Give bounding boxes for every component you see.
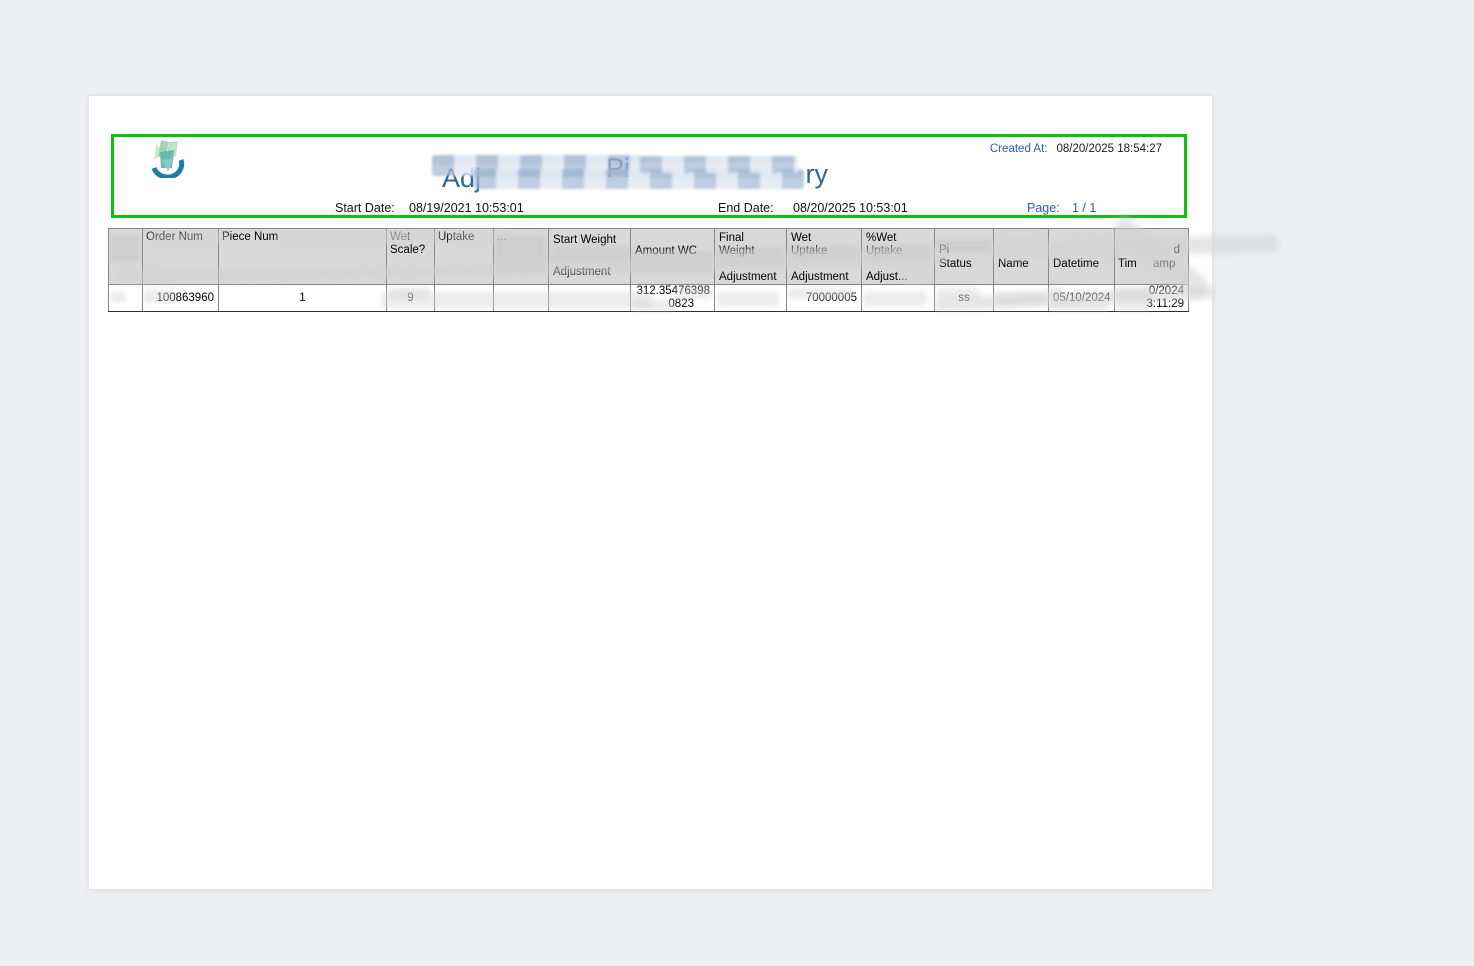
cell-wet-uptake-adjustment: 70000005 (786, 284, 862, 312)
header-cell-wet-scale: Wet Scale? (386, 228, 435, 285)
cell-wet-scale: 9 (386, 284, 435, 312)
header-cell-order-num: Order Num (142, 228, 219, 285)
cell-piece-num: 1 (218, 284, 387, 312)
header-cell-pct-wet-uptake-adjustment: %Wet Uptake Adjust... (861, 228, 935, 285)
cell-redacted (861, 284, 935, 312)
start-date-label: Start Date: (335, 201, 395, 215)
page-number: 1 / 1 (1072, 201, 1097, 215)
header-cell-redacted (108, 228, 143, 285)
created-at-value: 08/20/2025 18:54:27 (1056, 143, 1162, 155)
start-date-value: 08/19/2021 10:53:01 (409, 201, 524, 215)
report-title: Adj Pi ry (432, 151, 832, 197)
page-label: Page: (1027, 201, 1060, 215)
header-cell-piece-num: Piece Num (218, 228, 387, 285)
header-cell-status: Pi Status (934, 228, 994, 285)
header-cell-name: Name (993, 228, 1049, 285)
header-cell-wet-uptake-adjustment: Wet Uptake Adjustment (786, 228, 862, 285)
cell-datetime: 05/10/2024 (1048, 284, 1115, 312)
created-at-label: Created At: (989, 143, 1048, 155)
cell-order-num: 100863960 (142, 284, 219, 312)
cell-redacted (108, 284, 143, 312)
table-row: 100863960 1 9 312.35476398 0823 70000005… (108, 284, 1189, 312)
header-cell-datetime: Datetime (1048, 228, 1115, 285)
report-title-fragment: ry (805, 159, 829, 189)
cell-redacted (434, 284, 494, 312)
redaction-mosaic (474, 169, 804, 189)
header-cell-start-weight-adjustment: Start Weight Adjustment (548, 228, 631, 285)
report-page: Created At: 08/20/2025 18:54:27 Adj Pi ry… (88, 95, 1280, 890)
header-cell-amount-wc: Amount WC (630, 228, 715, 285)
cell-timestamp: 0/2024 3:11:29 (1114, 284, 1189, 312)
created-at: Created At: 08/20/2025 18:54:27 (990, 143, 1162, 155)
report-dates-row: Start Date: 08/19/2021 10:53:01 End Date… (114, 201, 1184, 217)
header-cell-timestamp: d Tim amp (1114, 228, 1189, 285)
cell-status: ss (934, 284, 994, 312)
redaction-mosaic (640, 156, 798, 173)
report-header-box: Created At: 08/20/2025 18:54:27 Adj Pi ry… (111, 134, 1187, 218)
header-cell-redacted: ... (493, 228, 549, 285)
cell-amount-wc: 312.35476398 0823 (630, 284, 715, 312)
end-date-label: End Date: (718, 201, 774, 215)
company-logo-icon (151, 140, 185, 178)
cell-redacted (714, 284, 787, 312)
table-header-row: Order Num Piece Num Wet Scale? Uptake ..… (108, 228, 1189, 285)
cell-redacted (493, 284, 549, 312)
end-date-value: 08/20/2025 10:53:01 (793, 201, 908, 215)
report-table: Order Num Piece Num Wet Scale? Uptake ..… (108, 228, 1189, 312)
header-cell-uptake: Uptake (434, 228, 494, 285)
header-cell-final-weight-adjustment: Final Weight Adjustment (714, 228, 787, 285)
cell-redacted (993, 284, 1049, 312)
cell-redacted (548, 284, 631, 312)
